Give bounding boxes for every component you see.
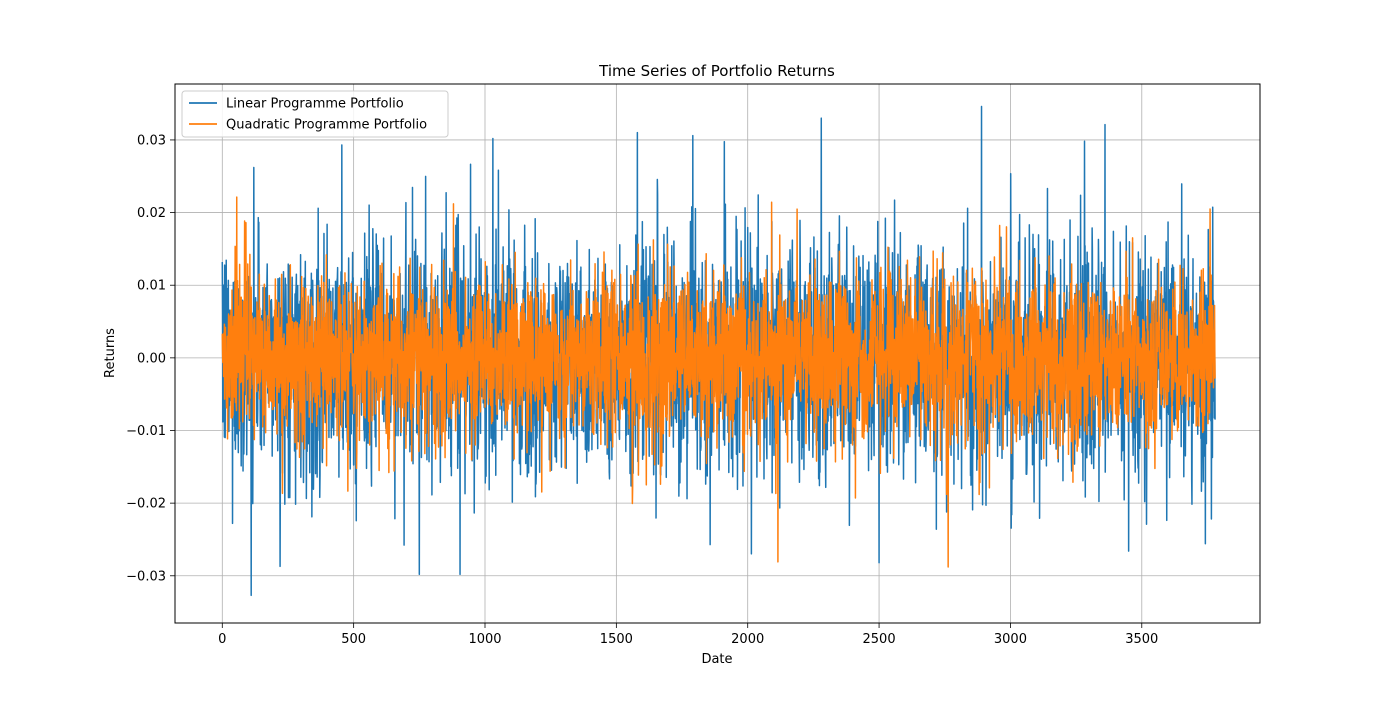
y-tick-label: 0.03	[137, 133, 166, 148]
series-line-quadratic	[221, 196, 1216, 568]
y-tick-label: −0.02	[126, 497, 166, 512]
legend: Linear Programme Portfolio Quadratic Prog…	[181, 90, 449, 138]
y-tick-label: 0.02	[137, 206, 166, 221]
x-tick-label: 2500	[863, 632, 896, 647]
legend-box	[181, 90, 449, 138]
plot-frame	[174, 83, 1261, 624]
x-axis: 0 500 1000 1500 2000 2500 3000 3500	[218, 623, 1158, 647]
plot-area	[174, 83, 1261, 624]
x-tick-label: 3000	[994, 632, 1027, 647]
legend-label: Linear Programme Portfolio	[226, 97, 404, 112]
x-tick-label: 2000	[731, 632, 764, 647]
y-tick-label: −0.01	[126, 424, 166, 439]
x-tick-label: 3500	[1125, 632, 1158, 647]
y-axis: −0.03 −0.02 −0.01 0.00 0.01 0.02 0.03	[126, 133, 175, 584]
x-tick-label: 1000	[468, 632, 501, 647]
x-tick-label: 500	[341, 632, 366, 647]
y-tick-label: 0.01	[137, 279, 166, 294]
series-layer	[221, 105, 1216, 597]
legend-label: Quadratic Programme Portfolio	[226, 118, 427, 133]
y-tick-label: 0.00	[137, 351, 166, 366]
chart-title: Time Series of Portfolio Returns	[598, 62, 835, 80]
y-axis-label: Returns	[103, 328, 118, 378]
y-tick-label: −0.03	[126, 569, 166, 584]
x-tick-label: 1500	[600, 632, 633, 647]
x-tick-label: 0	[218, 632, 226, 647]
x-axis-label: Date	[701, 652, 732, 667]
